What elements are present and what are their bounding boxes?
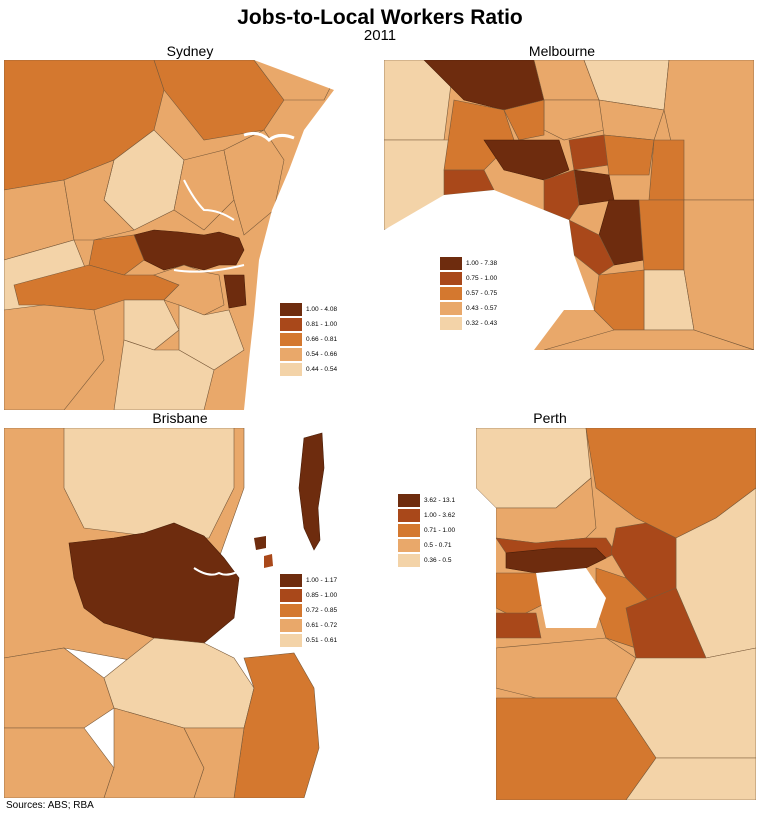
panel-title-sydney: Sydney	[166, 43, 214, 59]
legend-swatch	[440, 272, 462, 285]
river	[193, 567, 245, 576]
legend-label: 0.43 - 0.57	[466, 305, 498, 312]
legend-swatch	[280, 634, 302, 647]
region	[123, 299, 180, 351]
legend-label: 0.85 - 1.00	[306, 592, 338, 599]
chart-subtitle: 2011	[363, 27, 397, 44]
legend-label: 0.44 - 0.54	[306, 366, 338, 373]
source-note: Sources: ABS; RBA	[6, 800, 94, 811]
region	[568, 219, 615, 276]
legend-swatch	[280, 604, 302, 617]
region	[495, 637, 637, 699]
legend-label: 0.32 - 0.43	[466, 320, 498, 327]
region	[648, 139, 685, 201]
region	[683, 199, 754, 350]
legend-label: 0.54 - 0.66	[306, 351, 338, 358]
legend-label: 1.00 - 3.62	[424, 512, 456, 519]
legend-perth: 3.62 - 13.1 1.00 - 3.62 0.71 - 1.00 0.5 …	[398, 493, 455, 568]
region-brisbane	[68, 522, 240, 644]
region	[603, 134, 655, 176]
legend-swatch	[398, 554, 420, 567]
legend-swatch	[398, 524, 420, 537]
panel-title-brisbane: Brisbane	[152, 410, 208, 426]
map-perth[interactable]	[476, 428, 756, 800]
map-sydney[interactable]	[4, 60, 372, 410]
region	[625, 757, 756, 800]
region	[88, 234, 145, 276]
legend-swatch	[440, 302, 462, 315]
region	[543, 169, 580, 221]
legend-swatch	[280, 574, 302, 587]
region	[573, 169, 615, 206]
port-phillip-bay	[384, 190, 594, 350]
legend-swatch	[280, 303, 302, 316]
region	[568, 134, 610, 171]
legend-swatch	[280, 333, 302, 346]
region-cbd	[505, 547, 607, 574]
region	[4, 304, 105, 410]
legend-label: 0.71 - 1.00	[424, 527, 456, 534]
legend-sydney: 1.00 - 4.08 0.81 - 1.00 0.66 - 0.81 0.54…	[280, 302, 337, 377]
legend-swatch	[398, 494, 420, 507]
ocean	[476, 538, 488, 698]
legend-label: 0.75 - 1.00	[466, 275, 498, 282]
river	[183, 179, 235, 221]
island	[298, 432, 325, 551]
region	[173, 149, 235, 231]
legend-melbourne: 1.00 - 7.38 0.75 - 1.00 0.57 - 0.75 0.43…	[440, 256, 497, 331]
legend-swatch	[280, 318, 302, 331]
region	[638, 199, 685, 271]
legend-swatch	[280, 348, 302, 361]
region	[113, 339, 215, 410]
region	[598, 199, 645, 266]
swan-river	[536, 568, 606, 628]
legend-label: 0.36 - 0.5	[424, 557, 452, 564]
legend-label: 0.57 - 0.75	[466, 290, 498, 297]
legend-swatch	[280, 589, 302, 602]
legend-swatch	[398, 539, 420, 552]
region-cbd	[133, 229, 245, 271]
legend-label: 0.61 - 0.72	[306, 622, 338, 629]
map-melbourne[interactable]	[384, 60, 754, 350]
chart-title: Jobs-to-Local Workers Ratio	[237, 6, 523, 29]
legend-swatch	[440, 287, 462, 300]
legend-label: 0.72 - 0.85	[306, 607, 338, 614]
sea	[244, 60, 372, 410]
region	[543, 329, 754, 350]
region	[63, 428, 235, 539]
legend-label: 0.81 - 1.00	[306, 321, 338, 328]
region-cbd	[483, 139, 570, 181]
legend-label: 1.00 - 7.38	[466, 260, 498, 267]
region	[183, 727, 245, 798]
region	[153, 264, 225, 316]
panel-title-perth: Perth	[533, 410, 567, 426]
region-gold-coast	[233, 652, 320, 798]
harbour	[173, 264, 245, 273]
legend-label: 0.5 - 0.71	[424, 542, 452, 549]
river	[243, 131, 295, 143]
legend-swatch	[440, 317, 462, 330]
legend-swatch	[280, 363, 302, 376]
legend-swatch	[398, 509, 420, 522]
region	[223, 274, 247, 309]
region	[63, 159, 135, 241]
legend-swatch	[440, 257, 462, 270]
island	[264, 554, 273, 568]
region	[503, 99, 545, 141]
region	[495, 612, 542, 639]
map-brisbane[interactable]	[4, 428, 354, 798]
legend-label: 0.66 - 0.81	[306, 336, 338, 343]
legend-label: 1.00 - 1.17	[306, 577, 338, 584]
legend-label: 0.51 - 0.61	[306, 637, 338, 644]
legend-label: 1.00 - 4.08	[306, 306, 338, 313]
panel-title-melbourne: Melbourne	[528, 43, 596, 59]
legend-swatch	[280, 619, 302, 632]
legend-label: 3.62 - 13.1	[424, 497, 456, 504]
legend-brisbane: 1.00 - 1.17 0.85 - 1.00 0.72 - 0.85 0.61…	[280, 573, 337, 648]
island	[254, 536, 266, 550]
